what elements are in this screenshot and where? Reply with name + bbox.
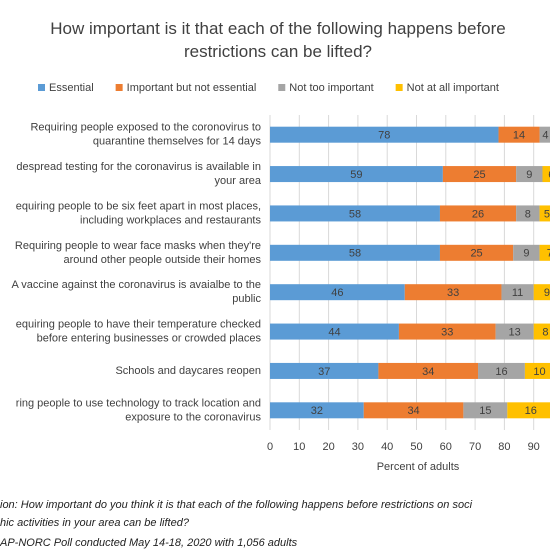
data-label: 46 <box>331 287 343 299</box>
data-label: 25 <box>470 248 482 260</box>
bar-segment <box>478 362 525 379</box>
bar-segment <box>533 284 550 301</box>
bar-segment <box>270 284 405 301</box>
y-tick-label: despread testing for the coronavirus is … <box>16 161 261 187</box>
x-axis-label: Percent of adults <box>377 461 460 473</box>
data-label: 9 <box>544 287 550 299</box>
x-tick-label: 90 <box>528 441 540 453</box>
data-label: 8 <box>542 326 548 338</box>
legend-label: Not at all important <box>407 82 499 94</box>
legend-swatch <box>38 84 45 91</box>
y-tick-label: ring people to use technology to track l… <box>16 397 262 423</box>
bar-segment <box>378 362 479 379</box>
data-label: 8 <box>525 208 531 220</box>
note: hic activities in your area can be lifte… <box>0 517 190 529</box>
data-label: 26 <box>472 208 484 220</box>
data-label: 13 <box>509 326 521 338</box>
bar-segment <box>495 323 534 340</box>
bar-segment <box>513 244 540 261</box>
bar-segment <box>524 362 550 379</box>
data-label: 14 <box>513 130 525 142</box>
data-label: 58 <box>349 248 361 260</box>
bar-segment <box>498 126 540 143</box>
data-label: 7 <box>547 248 550 260</box>
legend-swatch <box>115 84 123 91</box>
data-label: 32 <box>311 405 323 417</box>
bar-segment <box>516 166 543 183</box>
y-tick-label: Schools and daycares reopen <box>115 365 261 377</box>
bar-segment <box>539 205 550 222</box>
legend-swatch <box>278 84 286 91</box>
bar-segment <box>533 323 550 340</box>
bar-segment <box>270 362 379 379</box>
y-tick-label: Requiring people exposed to the coronovi… <box>30 122 261 148</box>
bar-segment <box>542 166 550 183</box>
x-tick-label: 20 <box>322 441 334 453</box>
data-label: 16 <box>495 366 507 378</box>
bar-segment <box>270 402 364 419</box>
data-label: 44 <box>328 326 340 338</box>
bar-segment <box>539 244 550 261</box>
bar-segment <box>363 402 464 419</box>
bar-segment <box>463 402 508 419</box>
bar-segment <box>270 166 443 183</box>
data-label: 78 <box>378 130 390 142</box>
bar-segment <box>507 402 550 419</box>
bar-segment <box>439 244 514 261</box>
x-tick-label: 40 <box>381 441 393 453</box>
data-label: 34 <box>407 405 419 417</box>
data-label: 11 <box>512 287 523 299</box>
note: AP-NORC Poll conducted May 14-18, 2020 w… <box>0 537 298 549</box>
legend-label: Not too important <box>289 82 373 94</box>
bar-segment <box>270 323 399 340</box>
data-label: 33 <box>441 326 453 338</box>
data-label: 9 <box>526 169 532 181</box>
bar-segment <box>501 284 534 301</box>
x-tick-label: 60 <box>440 441 452 453</box>
data-label: 10 <box>533 366 545 378</box>
y-tick-label: equiring people to have their temperatur… <box>16 318 262 344</box>
data-label: 34 <box>422 366 434 378</box>
data-label: 16 <box>525 405 537 417</box>
x-tick-label: 80 <box>498 441 510 453</box>
legend-label: Essential <box>49 82 94 94</box>
bar-segment <box>539 126 550 143</box>
chart-title: How important is it that each of the fol… <box>50 19 506 61</box>
x-tick-label: 0 <box>267 441 273 453</box>
data-label: 6 <box>548 169 550 181</box>
data-label: 9 <box>523 248 529 260</box>
x-tick-label: 30 <box>352 441 364 453</box>
x-tick-label: 50 <box>410 441 422 453</box>
legend-label: Important but not essential <box>127 82 257 94</box>
data-label: 58 <box>349 208 361 220</box>
legend-swatch <box>395 84 403 91</box>
data-label: 5 <box>544 208 550 220</box>
bar-segment <box>439 205 517 222</box>
y-tick-label: equiring people to be six feet apart in … <box>16 200 262 226</box>
bar-segment <box>270 126 499 143</box>
x-tick-label: 70 <box>469 441 481 453</box>
note: ion: How important do you think it is th… <box>0 499 473 511</box>
bar-segment <box>516 205 540 222</box>
x-tick-label: 10 <box>293 441 305 453</box>
data-label: 33 <box>447 287 459 299</box>
y-tick-label: A vaccine against the coronavirus is ava… <box>12 279 262 305</box>
data-label: 4 <box>542 130 548 142</box>
bar-segment <box>270 244 440 261</box>
data-label: 15 <box>479 405 491 417</box>
y-tick-label: Requiring people to wear face masks when… <box>15 240 262 266</box>
bar-segment <box>442 166 517 183</box>
bar-segment <box>404 284 502 301</box>
data-label: 59 <box>350 169 362 181</box>
bar-segment <box>270 205 440 222</box>
data-label: 37 <box>318 366 330 378</box>
data-label: 25 <box>473 169 485 181</box>
bar-segment <box>398 323 496 340</box>
